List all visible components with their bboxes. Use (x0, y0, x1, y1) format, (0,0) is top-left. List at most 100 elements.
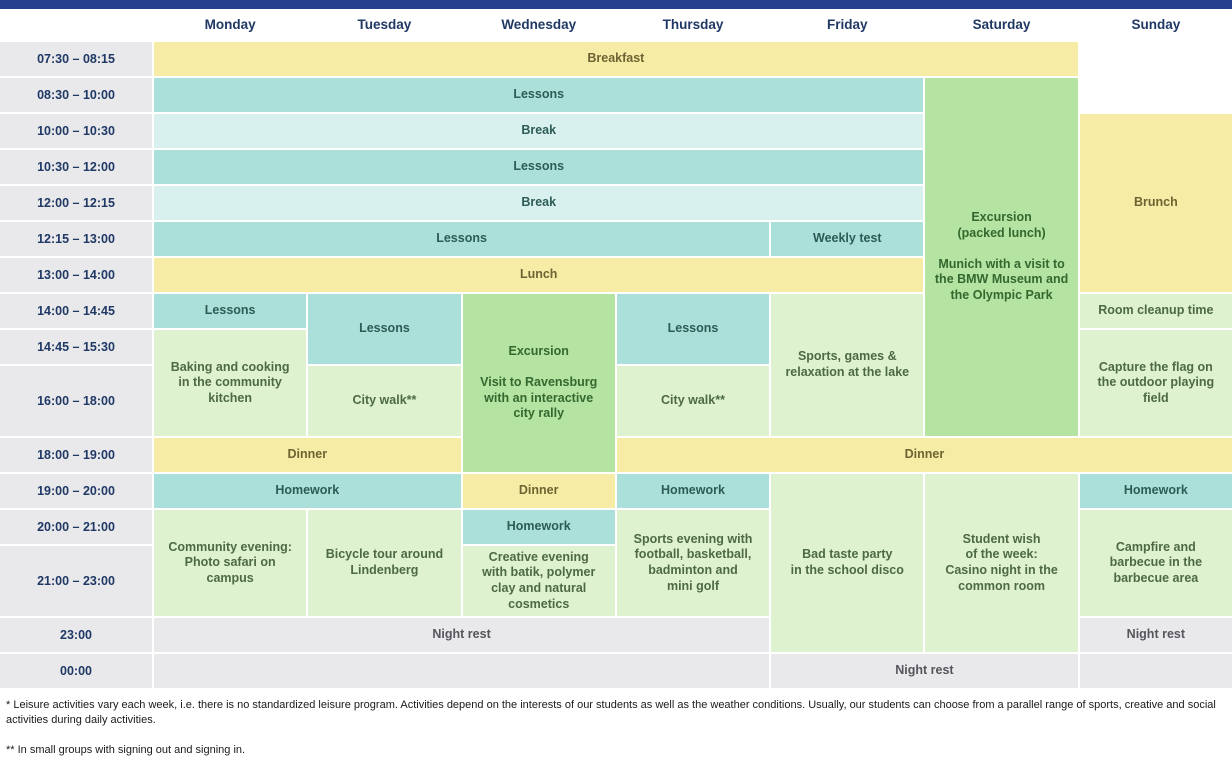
cell-room-cleanup-time: Room cleanup time (1079, 294, 1232, 328)
day-header-wednesday: Wednesday (462, 9, 615, 40)
cell-homework: Homework (154, 474, 461, 508)
cell-label: City walk** (352, 393, 417, 408)
cell-label: Break (521, 195, 557, 210)
cell-night-rest: Night rest (1079, 618, 1232, 652)
cell-label: Excursion (packed lunch) (957, 210, 1046, 241)
cell-label: Capture the flag on the outdoor playing … (1097, 359, 1215, 405)
day-header-tuesday: Tuesday (308, 9, 461, 40)
time-label-9: 14:45 – 15:30 (0, 330, 152, 364)
cell-label: Homework (1123, 483, 1188, 498)
cell-break: Break (154, 114, 924, 148)
cell-label: Bicycle tour around Lindenberg (325, 547, 444, 577)
cell-community-evening-photo-safari-o: Community evening: Photo safari on campu… (154, 510, 307, 616)
time-label-6: 12:15 – 13:00 (0, 222, 152, 256)
cell-label: Sports, games & relaxation at the lake (785, 349, 910, 379)
cell-label: Baking and cooking in the community kitc… (170, 359, 290, 405)
top-accent-bar (0, 0, 1232, 9)
cell-homework: Homework (1079, 474, 1232, 508)
day-header-sunday: Sunday (1079, 9, 1232, 40)
day-header-saturday: Saturday (925, 9, 1078, 40)
cell-sports-games-relaxation-at-the-l: Sports, games & relaxation at the lake (771, 294, 924, 436)
cell-label: Lessons (359, 321, 410, 336)
cell-label: Lessons (667, 321, 719, 336)
cell-night-rest: Night rest (154, 618, 770, 652)
cell-label: Campfire and barbecue in the barbecue ar… (1109, 539, 1203, 585)
cell-breakfast: Breakfast (154, 42, 1078, 76)
cell-weekly-test: Weekly test (771, 222, 924, 256)
cell-excursion: Excursion Visit to Ravensburg with an int… (462, 294, 615, 472)
time-label-7: 13:00 – 14:00 (0, 258, 152, 292)
cell-empty (1079, 654, 1232, 688)
cell-lessons: Lessons (154, 294, 307, 328)
time-label-12: 19:00 – 20:00 (0, 474, 152, 508)
cell-label: Lessons (204, 303, 256, 318)
time-label-15: 23:00 (0, 618, 152, 652)
cell-label: Breakfast (587, 51, 645, 66)
cell-lessons: Lessons (154, 222, 770, 256)
cell-label: Lunch (519, 267, 558, 282)
time-label-1: 07:30 – 08:15 (0, 42, 152, 76)
cell-night-rest: Night rest (771, 654, 1078, 688)
cell-creative-evening-with-batik-poly: Creative evening with batik, polymer cla… (462, 546, 615, 616)
cell-label: Weekly test (813, 231, 882, 246)
cell-label: Lessons (513, 87, 565, 102)
day-header-friday: Friday (771, 9, 924, 40)
time-label-5: 12:00 – 12:15 (0, 186, 152, 220)
cell-label: Sports evening with football, basketball… (633, 531, 753, 593)
time-label-10: 16:00 – 18:00 (0, 366, 152, 436)
footnotes: * Leisure activities vary each week, i.e… (0, 688, 1232, 758)
cell-lunch: Lunch (154, 258, 924, 292)
time-label-13: 20:00 – 21:00 (0, 510, 152, 544)
cell-lessons: Lessons (154, 150, 924, 184)
cell-student-wish-of-the-week-casino-: Student wish of the week: Casino night i… (925, 474, 1078, 652)
weekly-schedule-grid: Monday Tuesday Wednesday Thursday Friday Satu… (0, 9, 1232, 688)
cell-bicycle-tour-around-lindenberg: Bicycle tour around Lindenberg (308, 510, 461, 616)
time-label-3: 10:00 – 10:30 (0, 114, 152, 148)
cell-dinner: Dinner (154, 438, 461, 472)
cell-label: Homework (275, 483, 340, 498)
time-label-14: 21:00 – 23:00 (0, 546, 152, 616)
cell-campfire-and-barbecue-in-the-bar: Campfire and barbecue in the barbecue ar… (1079, 510, 1232, 616)
day-header-monday: Monday (154, 9, 307, 40)
cell-label: Bad taste party in the school disco (790, 547, 904, 577)
time-label-4: 10:30 – 12:00 (0, 150, 152, 184)
cell-homework: Homework (462, 510, 615, 544)
cell-dinner: Dinner (462, 474, 615, 508)
cell-label: Lessons (513, 159, 565, 174)
cell-label: Night rest (432, 627, 491, 642)
footnote-leisure-program: * Leisure activities vary each week, i.e… (6, 699, 1216, 727)
footnote-small-groups: ** In small groups with signing out and … (6, 743, 246, 756)
cell-sublabel: Munich with a visit to the BMW Museum an… (934, 256, 1069, 302)
cell-label: Lessons (436, 231, 487, 246)
cell-label: Student wish of the week: Casino night i… (945, 531, 1058, 593)
time-label-11: 18:00 – 19:00 (0, 438, 152, 472)
cell-label: Night rest (1126, 627, 1186, 642)
cell-label: Room cleanup time (1098, 303, 1214, 318)
cell-lessons: Lessons (154, 78, 924, 112)
cell-baking-and-cooking-in-the-commun: Baking and cooking in the community kitc… (154, 330, 307, 436)
cell-empty (154, 654, 770, 688)
cell-label: Brunch (1133, 195, 1178, 210)
cell-label: Homework (661, 483, 725, 498)
cell-label: Dinner (904, 447, 945, 462)
cell-label: Dinner (287, 447, 328, 462)
cell-homework: Homework (616, 474, 770, 508)
cell-break: Break (154, 186, 924, 220)
cell-city-walk: City walk** (308, 366, 461, 436)
cell-bad-taste-party-in-the-school-di: Bad taste party in the school disco (771, 474, 924, 652)
cell-dinner: Dinner (616, 438, 1232, 472)
time-label-16: 00:00 (0, 654, 152, 688)
cell-city-walk: City walk** (616, 366, 770, 436)
cell-label: Excursion (508, 344, 569, 359)
time-label-8: 14:00 – 14:45 (0, 294, 152, 328)
cell-label: City walk** (661, 393, 725, 408)
cell-label: Homework (506, 519, 571, 534)
time-label-2: 08:30 – 10:00 (0, 78, 152, 112)
day-header-thursday: Thursday (616, 9, 770, 40)
cell-lessons: Lessons (616, 294, 770, 364)
cell-label: Community evening: Photo safari on campu… (168, 539, 292, 585)
cell-label: Break (521, 123, 557, 138)
cell-label: Night rest (895, 663, 954, 678)
cell-label: Dinner (518, 483, 559, 498)
cell-sublabel: Visit to Ravensburg with an interactive … (480, 374, 598, 421)
